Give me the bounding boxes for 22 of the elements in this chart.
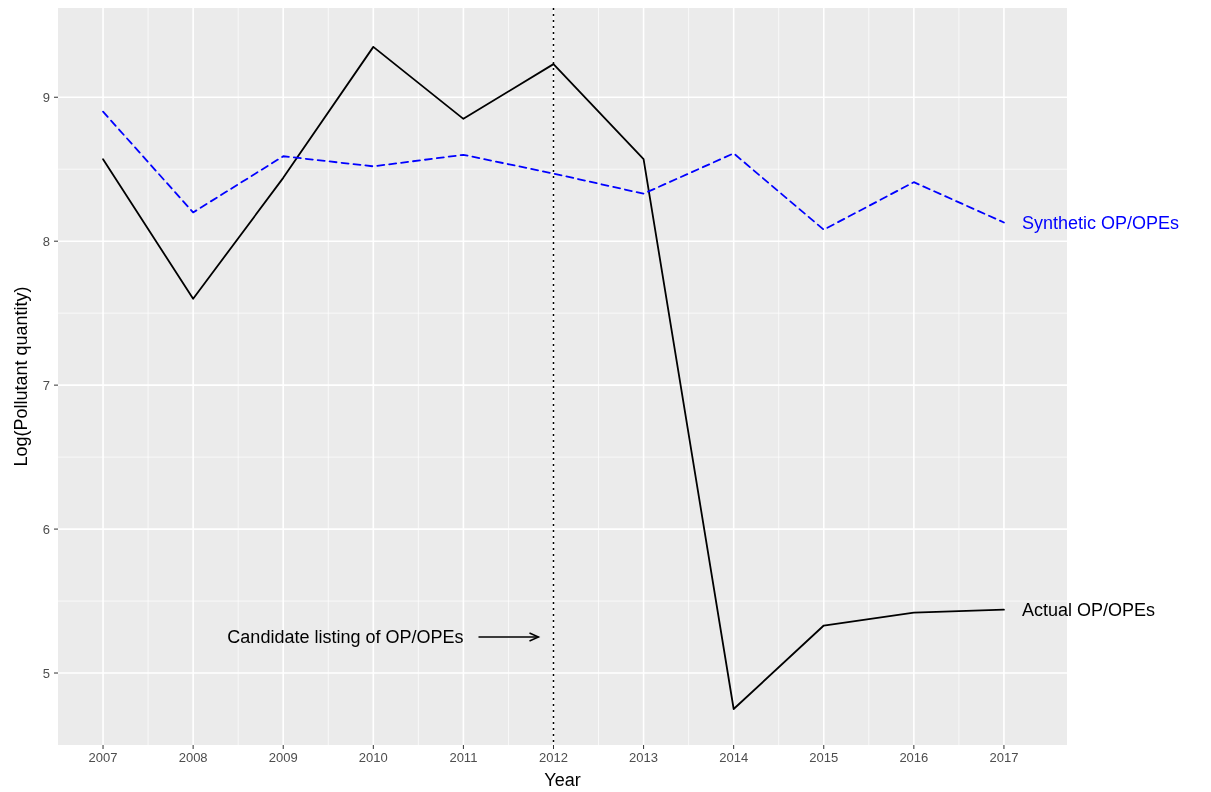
series-label: Synthetic OP/OPEs (1021, 212, 1179, 233)
x-tick-label: 2011 (449, 750, 478, 765)
series-label: Actual OP/OPEs (1021, 599, 1155, 620)
x-axis-title: Year (544, 770, 581, 790)
y-tick-label: 8 (42, 233, 50, 249)
x-tick-label: 2007 (88, 750, 118, 765)
x-tick-label: 2014 (719, 750, 749, 765)
x-tick-label: 2010 (358, 750, 388, 765)
x-tick-label: 2016 (899, 750, 929, 765)
y-tick-label: 9 (42, 89, 50, 105)
x-tick-label: 2015 (809, 750, 839, 765)
y-tick-label: 5 (42, 665, 50, 681)
y-tick-label: 6 (42, 521, 50, 537)
x-tick-label: 2013 (629, 750, 659, 765)
x-tick-label: 2009 (268, 750, 298, 765)
x-tick-label: 2012 (539, 750, 568, 765)
y-tick-label: 7 (42, 377, 50, 393)
x-tick-label: 2008 (178, 750, 208, 765)
y-axis-title: Log(Pollutant quantity) (11, 286, 31, 467)
annotation: Candidate listing of OP/OPEs (227, 627, 464, 648)
line-series (102, 110, 1005, 231)
x-tick-label: 2017 (989, 750, 1019, 765)
